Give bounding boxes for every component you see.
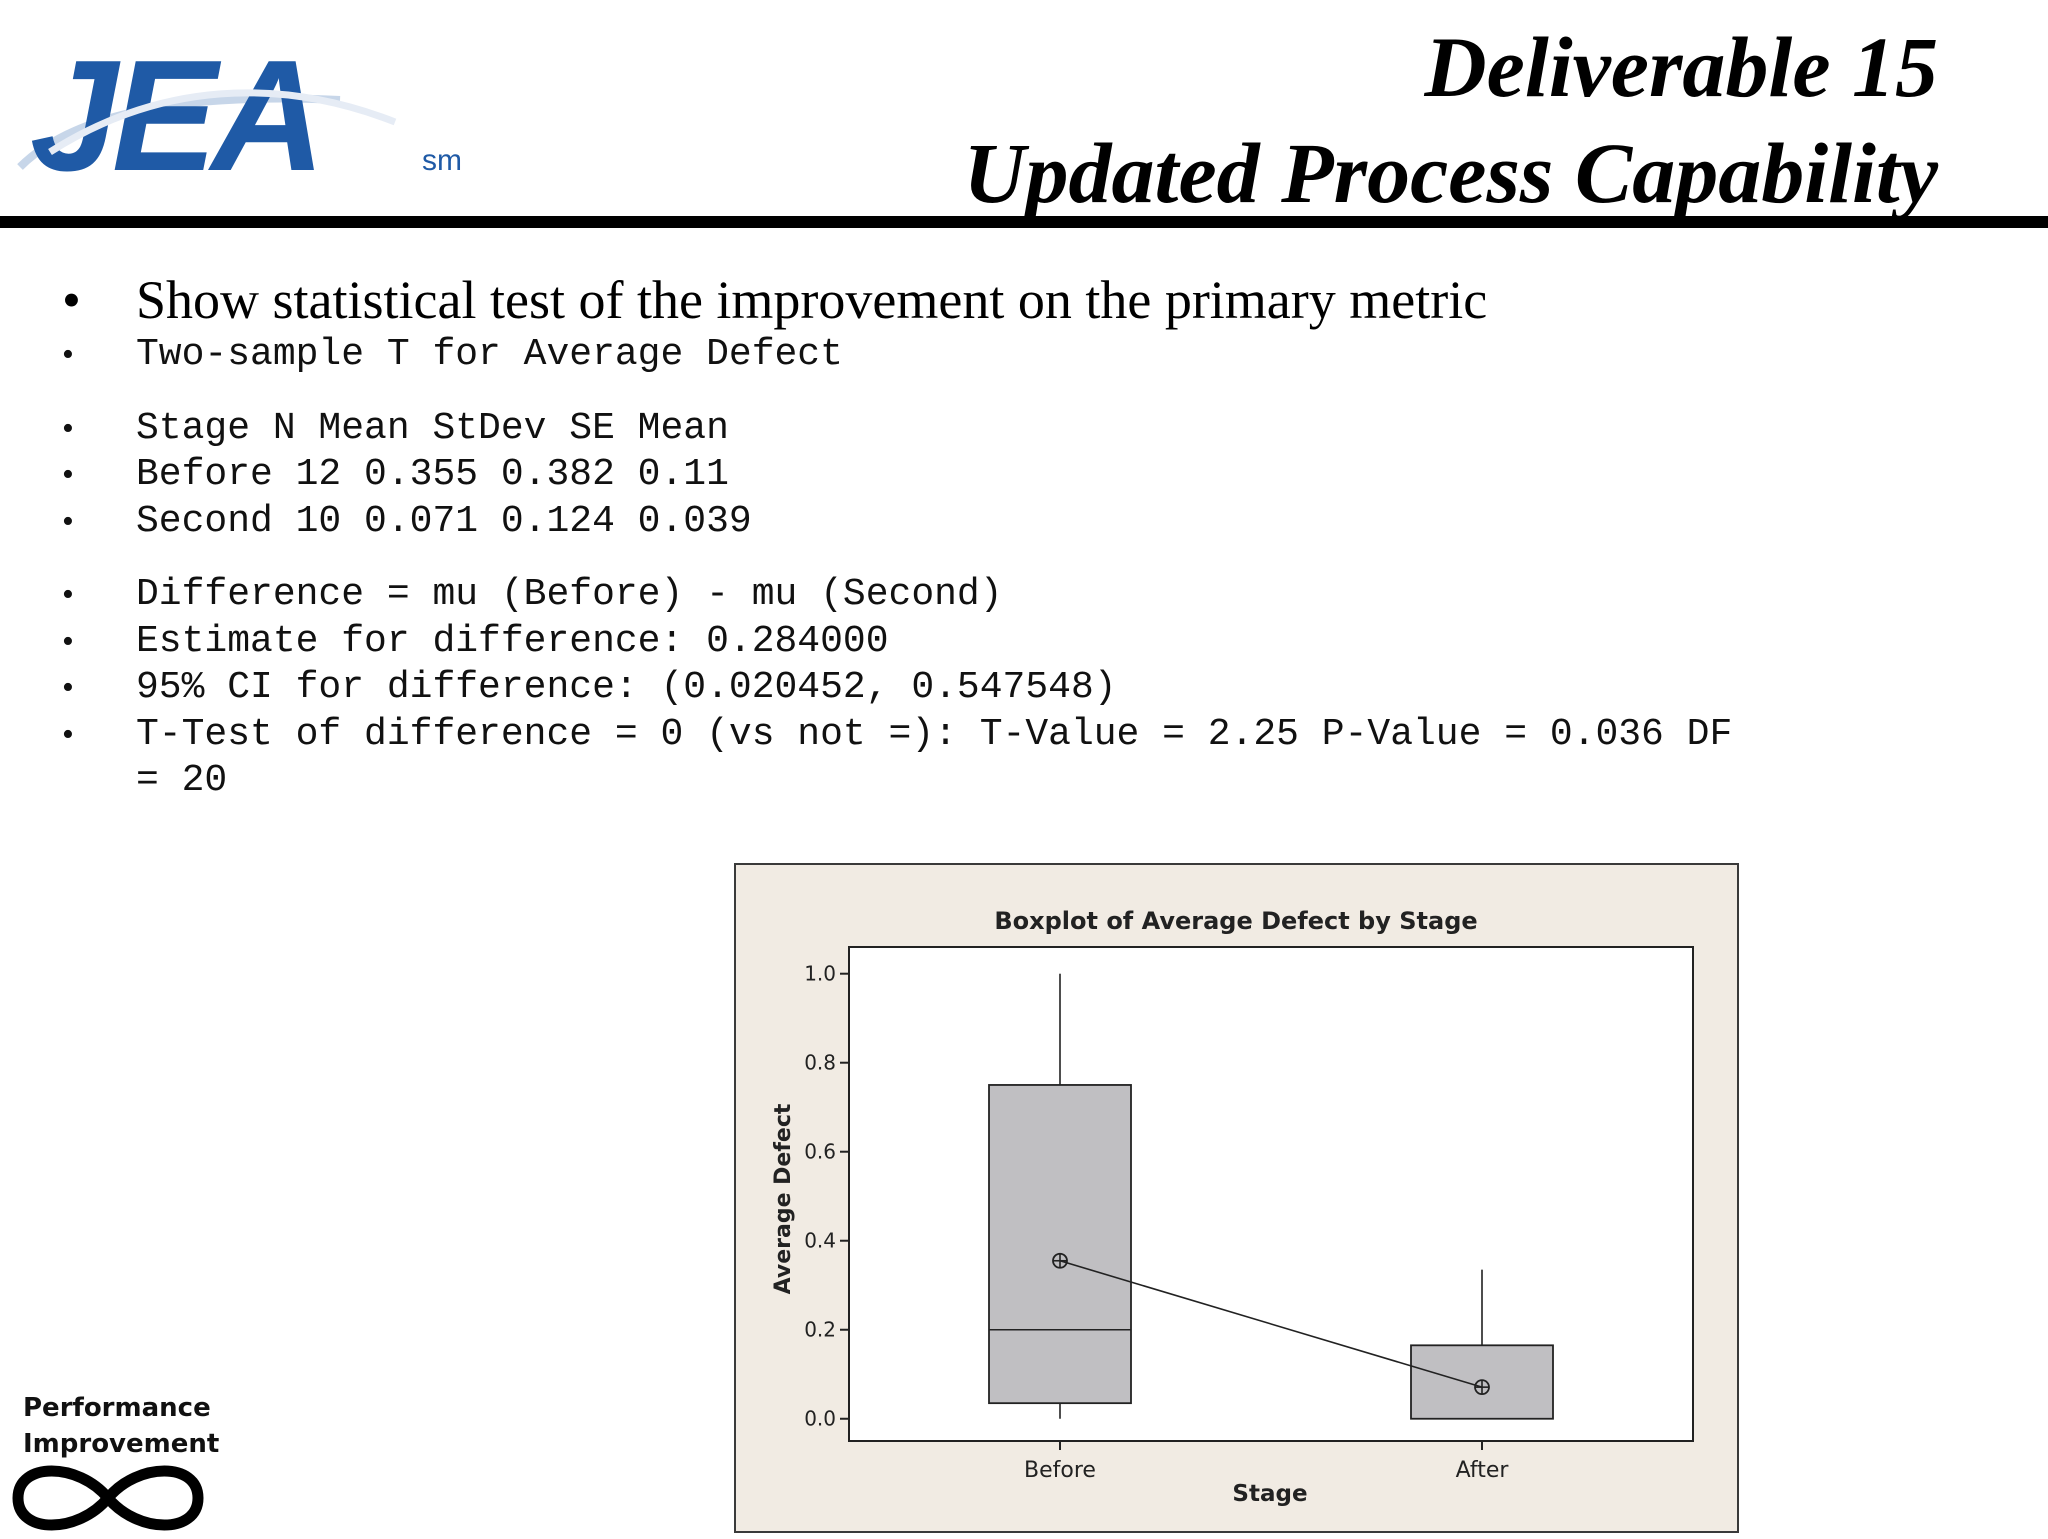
mean-marker xyxy=(1052,1252,1068,1269)
bullet-dot-icon: • xyxy=(62,576,74,613)
y-axis-label: Average Defect xyxy=(771,1103,796,1294)
boxplot-chart: Boxplot of Average Defect by Stage 0.0 0.… xyxy=(734,863,1739,1533)
jea-logo-text: JEA xyxy=(30,28,319,192)
title-divider xyxy=(0,216,2048,228)
bullet-text: Stage N Mean StDev SE Mean xyxy=(136,406,729,450)
bullet-dot-icon: • xyxy=(62,715,74,753)
slide-title: Deliverable 15 Updated Process Capabilit… xyxy=(963,14,1938,226)
box-iqr xyxy=(988,1084,1132,1405)
y-tick-label: 0.4 xyxy=(804,1229,836,1253)
bullet-item: • Two-sample T for Average Defect xyxy=(62,332,1962,379)
bullet-dot-icon: • xyxy=(62,622,74,660)
box-before xyxy=(988,973,1132,1419)
bullet-text-continued: = 20 xyxy=(136,759,228,802)
bullet-item: • Show statistical test of the improveme… xyxy=(62,268,1962,332)
title-line-2: Updated Process Capability xyxy=(963,125,1938,221)
bullet-text: T-Test of difference = 0 (vs not =): T-V… xyxy=(136,712,1733,756)
y-axis: 0.0 0.2 0.4 0.6 0.8 1.0 xyxy=(804,962,849,1431)
x-tick-label: After xyxy=(1456,1458,1510,1483)
bullet-text: Show statistical test of the improvement… xyxy=(136,270,1488,330)
title-line-1: Deliverable 15 xyxy=(1424,19,1938,115)
bullet-list: • Show statistical test of the improveme… xyxy=(62,268,1962,805)
box-series xyxy=(988,973,1554,1420)
x-axis: Before After xyxy=(1024,1441,1509,1483)
y-tick-label: 0.6 xyxy=(804,1140,836,1164)
bullet-item: • T-Test of difference = 0 (vs not =): T… xyxy=(62,712,1962,805)
bullet-text: 95% CI for difference: (0.020452, 0.5475… xyxy=(136,666,1117,709)
bullet-item: • Stage N Mean StDev SE Mean xyxy=(62,406,1962,453)
bullet-text: Second 10 0.071 0.124 0.039 xyxy=(136,499,752,543)
x-axis-label: Stage xyxy=(1232,1481,1307,1507)
performance-improvement-logo: Performance Improvement xyxy=(8,1390,220,1536)
bullet-item: • 95% CI for difference: (0.020452, 0.54… xyxy=(62,665,1962,712)
pi-logo-line-2: Improvement xyxy=(23,1429,220,1459)
plot-area xyxy=(848,946,1694,1442)
bullet-dot-icon: • xyxy=(62,409,74,447)
y-tick-label: 0.8 xyxy=(804,1051,836,1075)
bullet-text: Difference = mu (Before) - mu (Second) xyxy=(136,573,1003,616)
bullet-text: Two-sample T for Average Defect xyxy=(136,333,843,376)
box-after xyxy=(1410,1269,1554,1420)
jea-logo-mark: sm xyxy=(422,144,462,177)
infinity-icon xyxy=(12,1465,204,1531)
bullet-item: • Second 10 0.071 0.124 0.039 xyxy=(62,499,1962,546)
bullet-dot-icon: • xyxy=(62,502,74,540)
bullet-dot-icon: • xyxy=(62,456,74,493)
bullet-text: Before 12 0.355 0.382 0.11 xyxy=(136,453,729,496)
pi-logo-line-1: Performance xyxy=(23,1393,211,1423)
bullet-item: • Difference = mu (Before) - mu (Second) xyxy=(62,572,1962,619)
bullet-item: • Before 12 0.355 0.382 0.11 xyxy=(62,452,1962,499)
bullet-text: Estimate for difference: 0.284000 xyxy=(136,619,889,663)
bullet-dot-icon: • xyxy=(62,669,74,706)
y-tick-label: 0.0 xyxy=(804,1407,836,1431)
chart-title: Boxplot of Average Defect by Stage xyxy=(994,907,1477,935)
bullet-dot-icon: • xyxy=(62,336,74,373)
y-tick-label: 0.2 xyxy=(804,1318,836,1342)
bullet-item: • Estimate for difference: 0.284000 xyxy=(62,619,1962,666)
boxplot-svg: Boxplot of Average Defect by Stage 0.00.… xyxy=(771,907,1694,1507)
mean-marker xyxy=(1474,1379,1490,1396)
y-tick-label: 1.0 xyxy=(804,962,836,986)
bullet-dot-icon: • xyxy=(62,270,81,330)
jea-logo: JEA sm xyxy=(10,22,480,204)
x-tick-label: Before xyxy=(1024,1458,1096,1483)
mean-connect-line xyxy=(1059,1259,1483,1388)
